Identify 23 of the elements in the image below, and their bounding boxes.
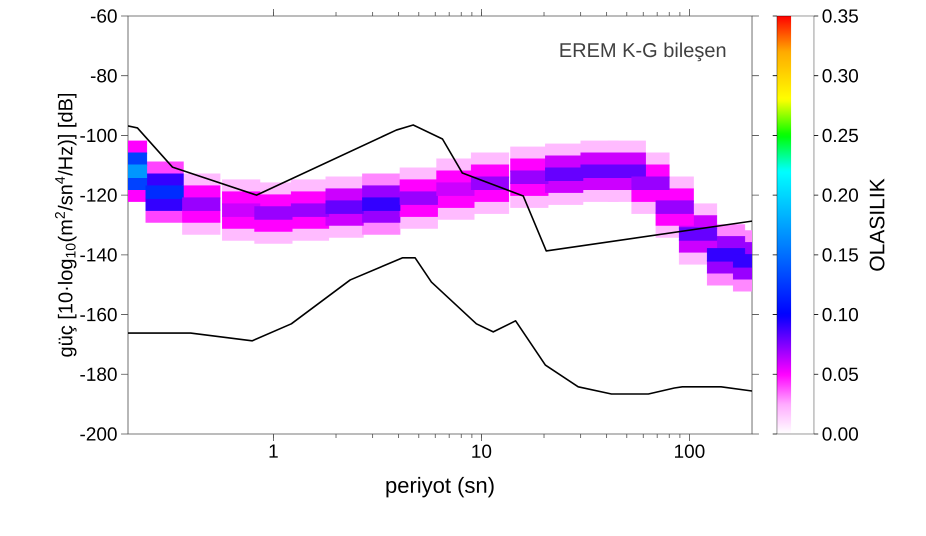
color-bar-label: 0.10 <box>822 308 858 322</box>
y-tick-label: -120 <box>80 188 117 202</box>
x-tick-label: 1 <box>270 444 278 458</box>
y-tick-label: -100 <box>80 128 117 142</box>
color-bar-label: 0.20 <box>822 188 858 202</box>
x-axis-title: periyot (sn) <box>386 476 494 498</box>
y-tick-label: -180 <box>80 368 117 382</box>
color-bar-label: 0.35 <box>822 9 858 23</box>
color-bar-label: 0.30 <box>822 68 858 82</box>
y-tick-label: -60 <box>90 9 117 23</box>
color-bar-label: 0.05 <box>822 368 858 382</box>
y-tick-label: -140 <box>80 248 117 262</box>
color-bar-label: 0.25 <box>822 128 858 142</box>
x-tick-label: 10 <box>472 444 492 458</box>
color-bar-label: 0.15 <box>822 248 858 262</box>
y-tick-label: -160 <box>80 308 117 322</box>
y-axis-title: güç [10·log$_{10}$(m$^{2}$/sn$^{4}$/Hz)] [dB] <box>55 94 77 357</box>
y-tick-label: -200 <box>80 427 117 441</box>
x-tick-label: 100 <box>674 444 704 458</box>
y-tick-label: -80 <box>90 68 117 82</box>
annotation: EREM K-G bileşen <box>560 42 726 62</box>
color-bar-title: OLASILIK <box>870 178 884 271</box>
color-bar-label: 0.00 <box>822 427 858 441</box>
